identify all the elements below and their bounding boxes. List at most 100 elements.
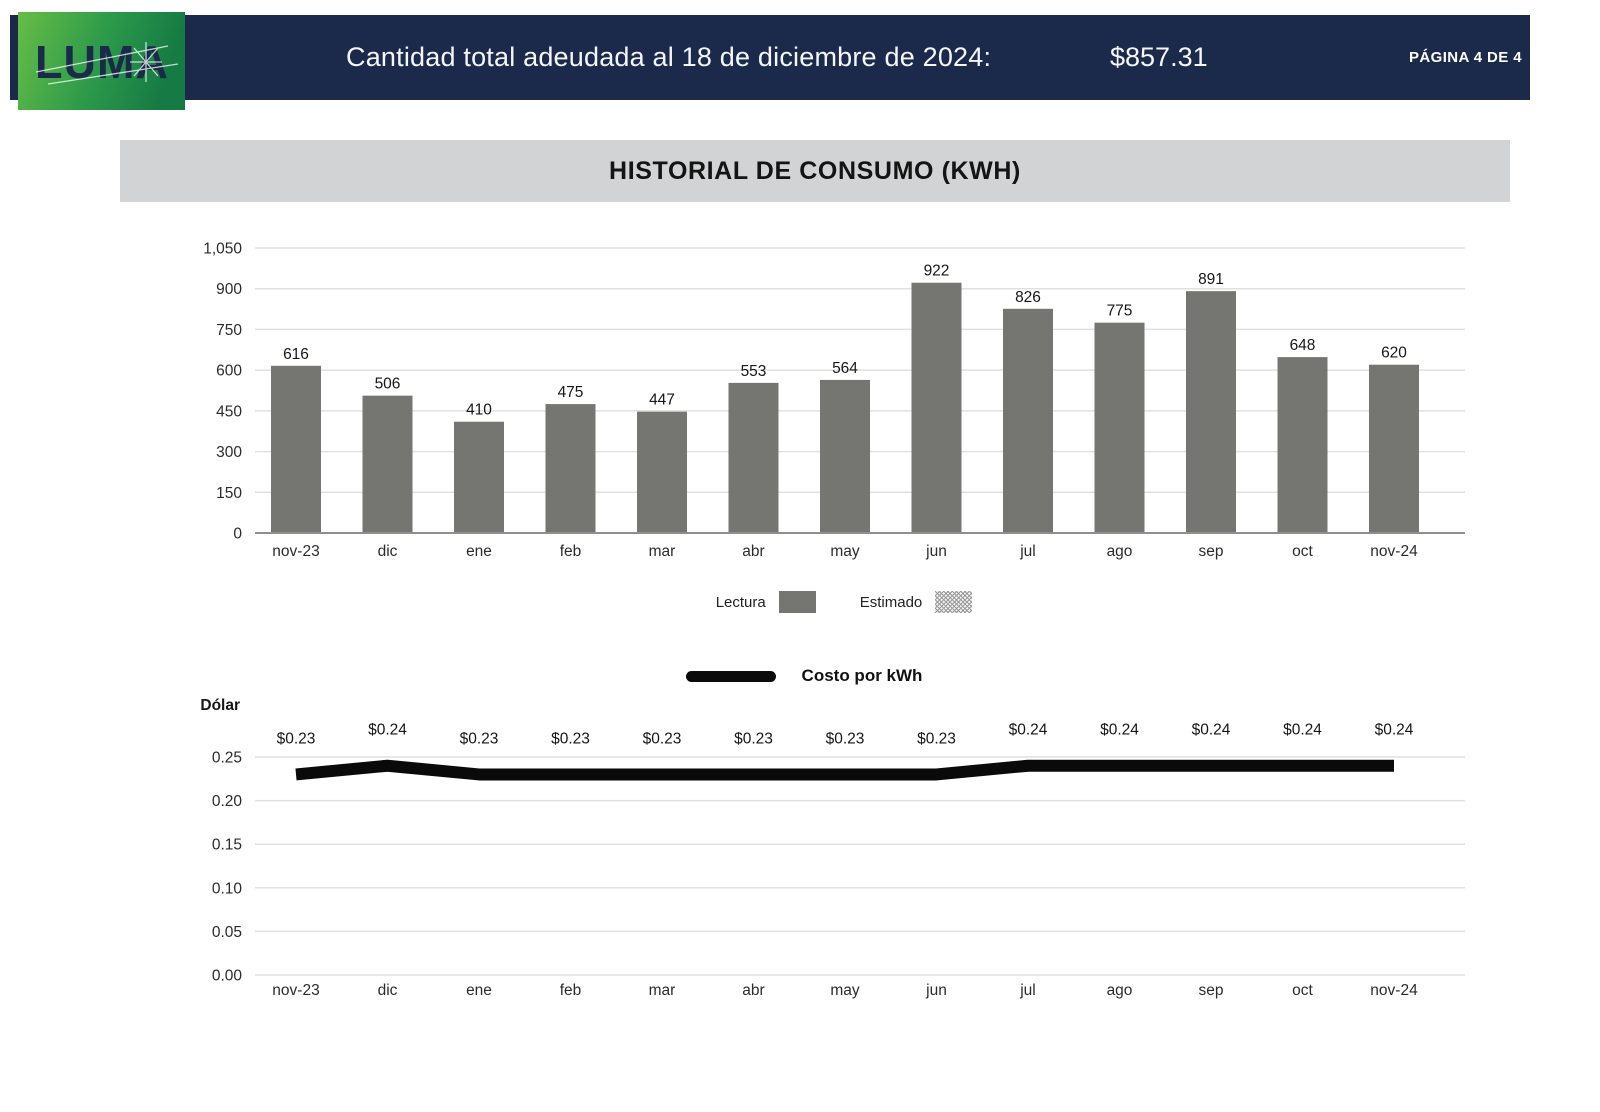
x-tick-label: abr xyxy=(742,543,764,560)
bar-value-label: 826 xyxy=(1015,289,1041,306)
x-tick-label: mar xyxy=(649,982,676,999)
bar-value-label: 447 xyxy=(649,392,675,409)
bar xyxy=(1369,364,1419,533)
x-tick-label: jun xyxy=(925,543,947,560)
bar xyxy=(1277,357,1328,533)
bar xyxy=(728,382,779,533)
point-value-label: $0.23 xyxy=(460,730,499,747)
x-tick-label: oct xyxy=(1292,982,1313,999)
bar-value-label: 564 xyxy=(832,360,858,377)
bar xyxy=(820,379,870,533)
y-tick-label: 0.15 xyxy=(212,837,242,854)
legend-lectura-label: Lectura xyxy=(715,593,766,611)
bar xyxy=(545,404,596,533)
total-due-amount: $857.31 xyxy=(1110,42,1208,72)
bar-value-label: 891 xyxy=(1198,271,1224,288)
lectura-swatch xyxy=(778,591,816,613)
point-value-label: $0.23 xyxy=(277,730,316,747)
x-tick-label: jul xyxy=(1019,543,1036,560)
legend-lectura: Lectura xyxy=(716,591,816,613)
x-tick-label: jun xyxy=(925,982,947,999)
header-bar xyxy=(10,15,1530,100)
bar-value-label: 410 xyxy=(466,402,492,419)
bar xyxy=(1094,322,1145,533)
y-tick-label: 0.05 xyxy=(212,924,242,941)
x-tick-label: nov-23 xyxy=(272,982,319,999)
x-tick-label: sep xyxy=(1199,982,1224,999)
x-tick-label: ene xyxy=(466,543,492,560)
logo-starburst xyxy=(130,42,162,82)
total-due-label: Cantidad total adeudada al 18 de diciemb… xyxy=(346,42,992,72)
y-tick-label: 450 xyxy=(216,403,242,420)
bar xyxy=(454,421,504,533)
luma-logo: LUMA xyxy=(18,12,185,110)
y-tick-label: 750 xyxy=(216,322,242,339)
x-tick-label: feb xyxy=(560,543,582,560)
cost-line-swatch xyxy=(685,670,776,682)
y-tick-label: 0.25 xyxy=(212,750,242,767)
x-tick-label: dic xyxy=(378,543,398,560)
y-tick-label: 600 xyxy=(216,363,242,380)
y-tick-label: 0.20 xyxy=(212,793,243,810)
logo-streak-lines xyxy=(35,42,179,85)
point-value-label: $0.23 xyxy=(551,730,590,747)
bar-value-label: 616 xyxy=(283,346,309,363)
x-tick-label: jul xyxy=(1019,982,1036,999)
x-tick-label: ene xyxy=(466,982,492,999)
point-value-label: $0.24 xyxy=(1192,722,1231,739)
estimado-swatch xyxy=(935,591,973,613)
x-tick-label: nov-24 xyxy=(1370,543,1418,560)
bar xyxy=(637,411,687,533)
y-tick-label: 0.00 xyxy=(212,968,243,985)
bar-value-label: 775 xyxy=(1107,303,1133,320)
luma-logo-graphic: LUMA xyxy=(18,12,185,110)
y-tick-label: 1,050 xyxy=(203,241,242,258)
bar xyxy=(1003,308,1053,533)
cost-line-chart: Dólar 0.00 0.05 0.10 0.15 0.20 0.25 $0.23 nov-23… xyxy=(200,697,1465,999)
y-tick-label: 150 xyxy=(216,485,242,502)
x-tick-label: ago xyxy=(1107,543,1133,560)
logo-background xyxy=(18,12,185,110)
x-tick-label: sep xyxy=(1199,543,1224,560)
x-tick-label: ago xyxy=(1107,982,1133,999)
y-tick-label: 300 xyxy=(216,444,242,461)
x-tick-label: oct xyxy=(1292,543,1313,560)
bar xyxy=(911,282,962,533)
legend-estimado-label: Estimado xyxy=(859,593,923,611)
point-value-label: $0.23 xyxy=(734,730,773,747)
cost-line xyxy=(295,759,1394,781)
x-tick-label: may xyxy=(830,982,860,999)
cost-legend: Costo por kWh xyxy=(0,663,1600,689)
point-value-label: $0.23 xyxy=(643,730,682,747)
y-tick-label: 0 xyxy=(233,526,242,543)
cost-legend-label: Costo por kWh xyxy=(801,666,923,685)
bar-value-label: 506 xyxy=(375,376,401,393)
bar-value-label: 620 xyxy=(1381,345,1407,362)
x-tick-label: abr xyxy=(742,982,764,999)
bar-value-label: 922 xyxy=(924,263,950,280)
legend-estimado: Estimado xyxy=(860,591,973,613)
point-value-label: $0.24 xyxy=(1375,722,1414,739)
x-tick-label: may xyxy=(830,543,860,560)
point-value-label: $0.23 xyxy=(826,730,865,747)
consumption-bar-chart: 0 150 300 450 600 750 900 1,050 616 nov-23 506 dic 4… xyxy=(203,241,1465,560)
bar-value-label: 648 xyxy=(1290,337,1316,354)
page-indicator: PÁGINA 4 DE 4 xyxy=(1408,49,1522,66)
x-tick-label: mar xyxy=(649,543,676,560)
x-tick-label: dic xyxy=(378,982,398,999)
bar-value-label: 475 xyxy=(558,384,584,401)
section-title: HISTORIAL DE CONSUMO (KWH) xyxy=(609,156,1021,185)
x-tick-label: nov-24 xyxy=(1370,982,1418,999)
x-tick-label: nov-23 xyxy=(272,543,319,560)
point-value-label: $0.24 xyxy=(368,722,407,739)
y-axis-title: Dólar xyxy=(200,697,240,714)
bar xyxy=(271,365,321,533)
bar xyxy=(1186,291,1236,533)
point-value-label: $0.23 xyxy=(917,730,956,747)
section-title-banner: HISTORIAL DE CONSUMO (KWH) xyxy=(120,140,1510,202)
bar xyxy=(362,395,413,533)
bar-value-label: 553 xyxy=(741,363,767,380)
y-tick-label: 900 xyxy=(216,281,242,298)
y-tick-label: 0.10 xyxy=(212,880,243,897)
point-value-label: $0.24 xyxy=(1283,722,1322,739)
